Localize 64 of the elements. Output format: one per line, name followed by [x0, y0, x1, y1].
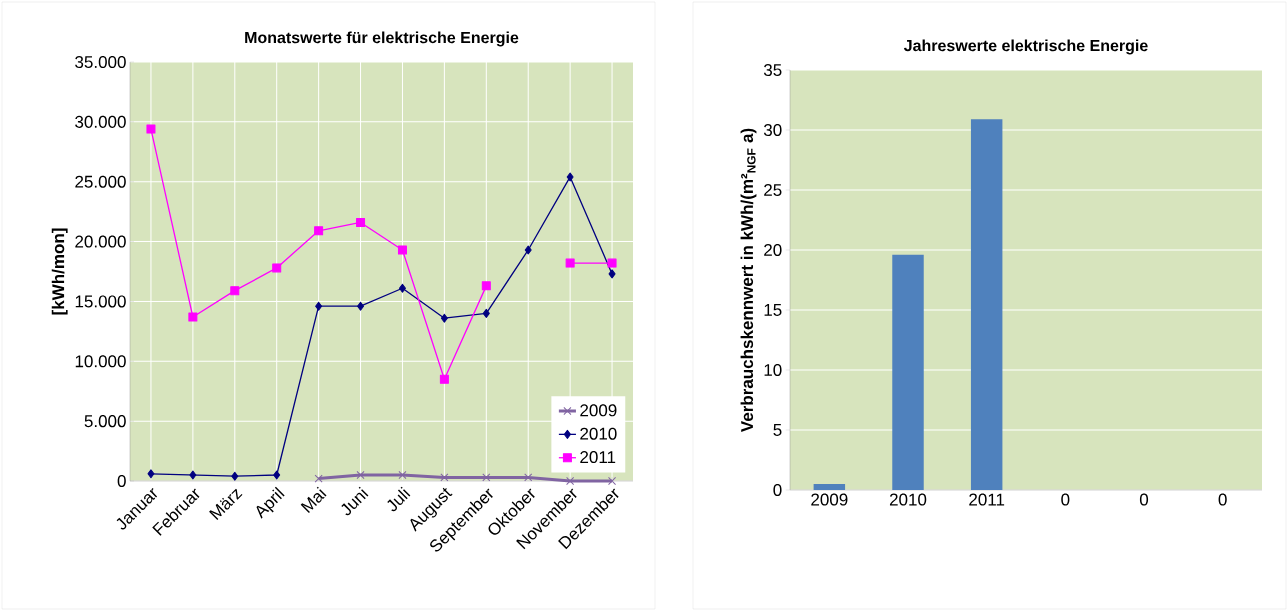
y-axis-title: Verbrauchskennwert in kWh/(m²$_{NGF}$ a): [740, 128, 757, 433]
y-tick-label: 10: [764, 363, 782, 377]
chart-title: Jahreswerte elektrische Energie: [903, 39, 1148, 55]
legend-label: 2010: [580, 427, 617, 440]
point: [397, 245, 407, 255]
point: [566, 476, 575, 486]
y-tick-label: 20.000: [75, 235, 126, 248]
point: [231, 471, 239, 481]
point: [315, 301, 323, 311]
point: [147, 469, 155, 479]
y-tick-label: 15.000: [75, 295, 126, 308]
point: [524, 473, 533, 482]
point: [566, 172, 574, 182]
y-tick-label: 35: [763, 63, 782, 77]
x-tick-label: 0: [1139, 493, 1149, 506]
point: [608, 269, 616, 279]
x-tick-label: 2009: [811, 493, 848, 506]
point: [440, 473, 449, 482]
legend-label: 2011: [580, 451, 616, 464]
point: [314, 226, 324, 236]
point: [398, 283, 406, 293]
point: [230, 286, 240, 296]
y-tick-label: 5.000: [84, 415, 126, 428]
y-tick-label: 25.000: [75, 175, 126, 188]
y-tick-label: 30: [763, 123, 782, 137]
chart-title: Monatswerte für elektrische Energie: [245, 31, 519, 47]
point: [188, 312, 198, 322]
y-axis-title: [kWh/mon]: [51, 228, 68, 315]
point: [607, 258, 617, 268]
x-tick-label: 2011: [969, 493, 1005, 506]
x-tick-label: Juli: [387, 486, 411, 512]
bar: [813, 484, 846, 490]
point: [608, 476, 617, 486]
y-tick-label: 30.000: [75, 115, 126, 128]
point: [272, 263, 282, 273]
point: [189, 470, 197, 480]
point: [565, 258, 575, 268]
legend-label: 2009: [580, 404, 617, 417]
point: [273, 470, 281, 480]
y-tick-label: 20: [764, 243, 782, 257]
point: [440, 313, 448, 323]
point: [439, 374, 449, 384]
point: [481, 281, 491, 291]
y-tick-label: 10.000: [75, 355, 126, 368]
point: [482, 473, 491, 482]
y-tick-label: 35.000: [75, 55, 126, 69]
x-tick-label: Mai: [300, 486, 327, 514]
point: [356, 470, 365, 480]
bar: [970, 119, 1003, 490]
y-tick-label: 0: [117, 474, 126, 488]
point: [356, 217, 366, 227]
point: [482, 308, 490, 318]
bar: [892, 254, 924, 490]
y-tick-label: 5: [773, 424, 782, 436]
x-tick-label: 2010: [889, 493, 927, 506]
point: [398, 470, 407, 480]
point: [357, 301, 365, 311]
point: [146, 124, 156, 134]
y-tick-label: 25: [764, 183, 782, 197]
point: [314, 474, 323, 483]
x-tick-label: 0: [1061, 493, 1070, 506]
x-tick-label: 0: [1218, 493, 1227, 506]
y-tick-label: 15: [764, 304, 782, 316]
point: [524, 245, 532, 255]
